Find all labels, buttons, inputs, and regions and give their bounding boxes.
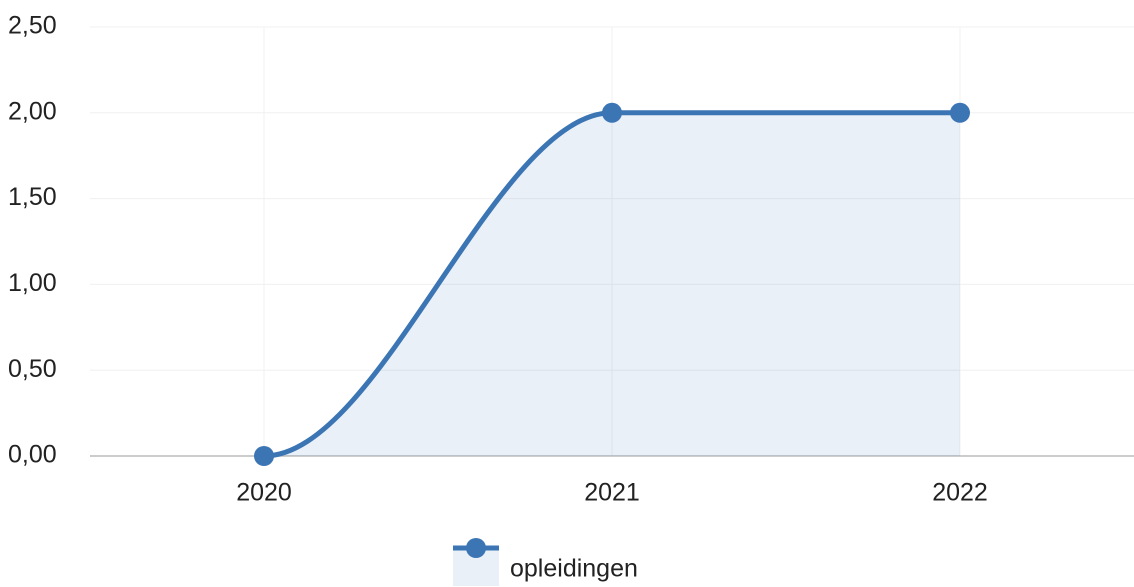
y-tick-label: 1,00 (8, 269, 57, 297)
line (263, 110, 960, 459)
area (264, 112, 960, 457)
x-tick-label: 2020 (236, 479, 292, 507)
x-tick-label: 2022 (932, 479, 988, 507)
point (602, 102, 622, 123)
x-tick-label: 2021 (584, 479, 640, 507)
y-tick-label: 2,00 (8, 97, 57, 125)
legend-marker (466, 538, 486, 558)
y-tick-label: 2,50 (8, 12, 57, 40)
point (950, 102, 970, 123)
point (254, 446, 274, 466)
y-tick-label: 1,50 (8, 183, 57, 211)
y-tick-label: 0,00 (8, 441, 57, 469)
legend-label: opleidingen (510, 555, 638, 583)
y-tick-label: 0,50 (8, 355, 57, 383)
